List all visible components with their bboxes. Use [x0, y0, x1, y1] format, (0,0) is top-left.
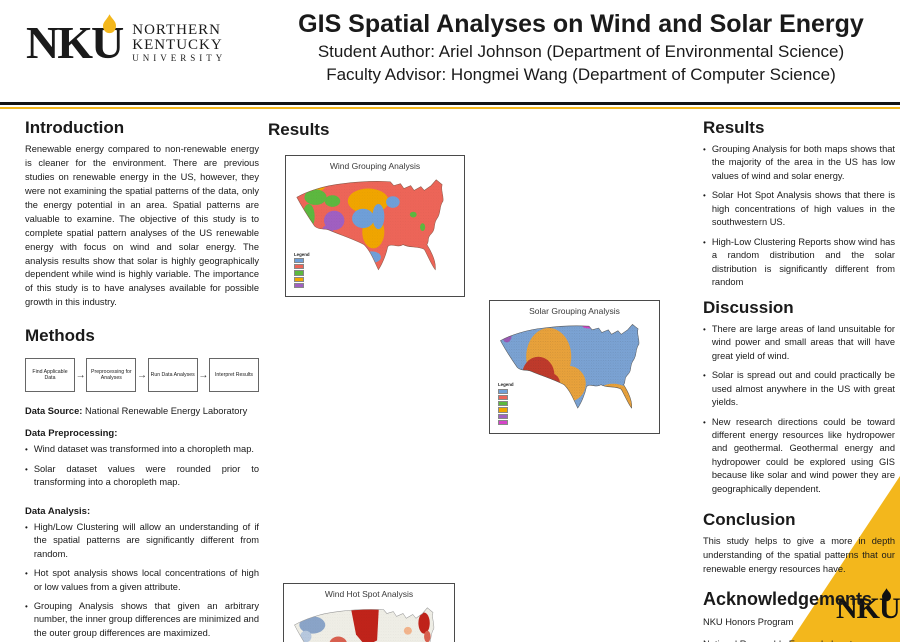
bullet-icon: •	[703, 324, 706, 334]
data-source-line: Data Source: National Renewable Energy L…	[25, 406, 259, 416]
faculty-advisor-line: Faculty Advisor: Hongmei Wang (Departmen…	[326, 65, 836, 84]
header-divider-gold	[0, 107, 900, 109]
us-map-wind-grouping-image	[296, 179, 444, 271]
bullet-icon: •	[25, 602, 28, 611]
flow-arrow-icon: →	[198, 369, 209, 381]
nku-corner-logo: NKU	[836, 588, 900, 626]
legend-swatch	[294, 258, 304, 264]
nku-logo: NKU NORTHERN KENTUCKY UNIVERSITY	[26, 14, 227, 66]
map-title: Wind Hot Spot Analysis	[324, 589, 414, 599]
methods-heading: Methods	[25, 326, 95, 346]
discussion-bullet: • There are large areas of land unsuitabl…	[703, 323, 895, 363]
acknowledgement-item: NKU Honors Program	[703, 617, 794, 628]
right-column: Results • Grouping Analysis for both maps…	[703, 118, 895, 642]
legend-swatch	[294, 264, 304, 270]
legend-swatch	[294, 276, 304, 282]
legend-swatch	[498, 401, 508, 407]
flow-step-2: Preprocessing for Analyses	[86, 358, 137, 393]
map-legend: Legend	[293, 250, 311, 289]
discussion-heading: Discussion	[703, 297, 794, 317]
map-wind-grouping: Wind Grouping Analysis	[285, 155, 465, 297]
conclusion-body: This study helps to give a more in depth…	[703, 536, 895, 575]
bullet-icon: •	[703, 371, 706, 381]
analysis-heading: Data Analysis:	[25, 505, 91, 517]
bullet-icon: •	[703, 145, 706, 154]
legend-swatch	[498, 407, 508, 413]
student-author-line: Student Author: Ariel Johnson (Departmen…	[317, 41, 845, 61]
left-column: Introduction Renewable energy compared t…	[25, 118, 259, 642]
conclusion-heading: Conclusion	[703, 510, 796, 530]
legend-swatch	[294, 270, 304, 276]
results-bullet: • High-Low Clustering Reports show wind h…	[703, 236, 895, 290]
legend-swatch	[498, 413, 508, 419]
poster-title: GIS Spatial Analyses on Wind and Solar E…	[298, 10, 864, 38]
nku-logo-wordmark: NORTHERN KENTUCKY UNIVERSITY	[132, 21, 227, 64]
data-source-value: National Renewable Energy Laboratory	[82, 406, 248, 417]
map-title: Wind Grouping Analysis	[329, 161, 421, 171]
introduction-heading: Introduction	[25, 118, 125, 137]
analysis-bullet: • Hot spot analysis shows local concentra…	[25, 567, 259, 594]
results-bullet: • Grouping Analysis for both maps shows t…	[703, 143, 895, 183]
us-map-wind-hotspot-image	[294, 607, 435, 642]
us-map-solar-grouping-image	[499, 323, 640, 409]
flow-step-4: Interpret Results	[208, 358, 259, 393]
preprocessing-heading: Data Preprocessing:	[25, 428, 118, 440]
discussion-bullet: • Solar is spread out and could practical…	[703, 369, 895, 409]
flow-arrow-icon: →	[136, 369, 147, 381]
header-divider-black	[0, 102, 900, 105]
analysis-bullet: • High/Low Clustering will allow an under…	[25, 521, 259, 561]
flame-icon	[882, 588, 891, 602]
bullet-icon: •	[25, 445, 28, 455]
legend-swatch	[498, 395, 508, 401]
data-source-label: Data Source:	[25, 406, 83, 417]
acknowledgements-heading: Acknowledgements	[703, 589, 873, 610]
map-solar-grouping: Solar Grouping Analysis Legend	[489, 300, 660, 434]
preprocessing-bullet: • Wind dataset was transformed into a cho…	[25, 443, 259, 456]
logo-line2: KENTUCKY	[132, 36, 223, 53]
poster-header: NKU NORTHERN KENTUCKY UNIVERSITY GIS Spa…	[0, 0, 900, 102]
results-bullet: • Solar Hot Spot Analysis shows that ther…	[703, 189, 895, 229]
analysis-bullet: • Grouping Analysis shows that given an a…	[25, 600, 259, 640]
legend-swatch	[498, 388, 508, 395]
logo-line1: NORTHERN	[132, 21, 221, 38]
nku-logo-acronym: NKU	[26, 14, 124, 66]
acknowledgement-item: National Renewable Energy Laboratory	[703, 638, 895, 642]
bullet-icon: •	[703, 191, 706, 201]
map-legend: Legend	[497, 381, 515, 426]
methods-flowchart: Find Applicable Data → Preprocessing for…	[25, 358, 259, 393]
logo-line3: UNIVERSITY	[132, 53, 227, 64]
bullet-icon: •	[25, 569, 28, 579]
bullet-icon: •	[25, 522, 28, 532]
title-block: GIS Spatial Analyses on Wind and Solar E…	[270, 10, 892, 85]
preprocessing-bullet: • Solar dataset values were rounded prior…	[25, 463, 259, 490]
flow-arrow-icon: →	[75, 369, 86, 381]
flow-step-3: Run Data Analyses	[147, 358, 198, 393]
bullet-icon: •	[703, 237, 706, 247]
flame-icon	[103, 14, 117, 34]
legend-swatch	[294, 282, 304, 288]
flow-step-1: Find Applicable Data	[25, 358, 75, 393]
discussion-bullet: • New research directions could be toward…	[703, 416, 895, 497]
legend-swatch	[498, 419, 508, 425]
map-title: Solar Grouping Analysis	[529, 306, 620, 316]
introduction-body: Renewable energy compared to non-renewab…	[25, 144, 259, 308]
bullet-icon: •	[703, 417, 706, 427]
results-heading: Results	[703, 118, 765, 137]
bullet-icon: •	[25, 464, 28, 474]
map-wind-hotspot: Wind Hot Spot Analysis Legend wind_st	[283, 583, 455, 642]
middle-results-heading: Results	[268, 120, 330, 139]
